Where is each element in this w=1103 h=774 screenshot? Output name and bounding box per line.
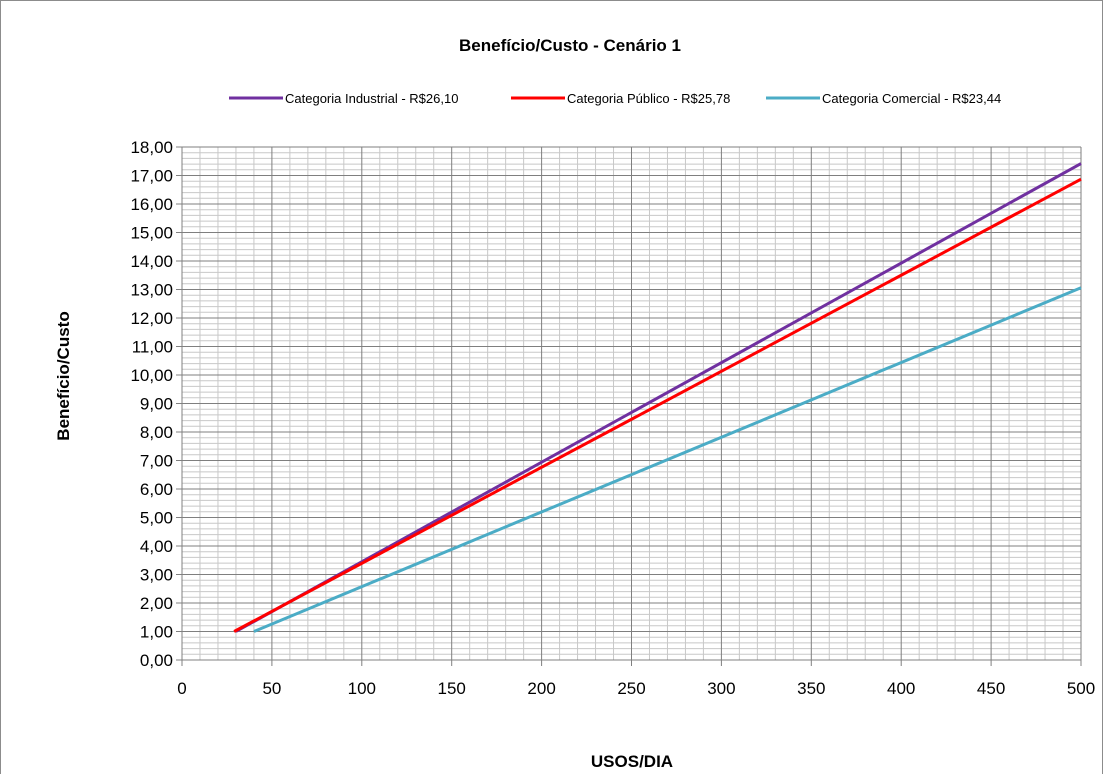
y-tick-label: 17,00 — [130, 167, 173, 186]
y-tick-label: 18,00 — [130, 138, 173, 157]
series-line-3 — [253, 286, 1082, 633]
y-tick-label: 12,00 — [130, 309, 173, 328]
y-tick-label: 4,00 — [140, 537, 173, 556]
y-tick-label: 9,00 — [140, 395, 173, 414]
legend-label: Categoria Público - R$25,78 — [567, 91, 730, 106]
legend-label: Categoria Industrial - R$26,10 — [285, 91, 458, 106]
x-tick-label: 450 — [977, 679, 1005, 698]
chart-title: Benefício/Custo - Cenário 1 — [459, 36, 681, 55]
y-tick-label: 10,00 — [130, 366, 173, 385]
x-tick-label: 250 — [617, 679, 645, 698]
axes — [176, 146, 1082, 666]
x-tick-label: 50 — [262, 679, 281, 698]
series-line-1 — [235, 162, 1082, 633]
legend-item-2: Categoria Público - R$25,78 — [511, 91, 730, 106]
y-tick-label: 15,00 — [130, 224, 173, 243]
series-lines — [233, 162, 1082, 633]
x-axis-label: USOS/DIA — [591, 752, 673, 771]
series-line-2 — [233, 177, 1082, 633]
x-tick-label: 300 — [707, 679, 735, 698]
x-tick-label: 350 — [797, 679, 825, 698]
legend-label: Categoria Comercial - R$23,44 — [822, 91, 1001, 106]
x-tick-labels: 0 50 100 150 200 250 300 350 400 450 500 — [177, 679, 1095, 698]
major-grid — [181, 146, 1082, 661]
y-tick-label: 5,00 — [140, 509, 173, 528]
y-tick-label: 6,00 — [140, 480, 173, 499]
x-tick-label: 150 — [438, 679, 466, 698]
y-tick-label: 14,00 — [130, 252, 173, 271]
legend-item-3: Categoria Comercial - R$23,44 — [766, 91, 1001, 106]
x-tick-label: 100 — [348, 679, 376, 698]
y-tick-label: 8,00 — [140, 423, 173, 442]
x-tick-label: 500 — [1067, 679, 1095, 698]
x-tick-label: 0 — [177, 679, 186, 698]
y-tick-label: 13,00 — [130, 281, 173, 300]
y-tick-label: 1,00 — [140, 623, 173, 642]
y-tick-labels: 0,00 1,00 2,00 3,00 4,00 5,00 6,00 7,00 8,00 9,00… — [130, 138, 173, 670]
x-tick-label: 400 — [887, 679, 915, 698]
y-tick-label: 11,00 — [132, 338, 173, 357]
y-tick-label: 3,00 — [140, 566, 173, 585]
x-tick-label: 200 — [527, 679, 555, 698]
y-tick-label: 7,00 — [140, 452, 173, 471]
y-axis-label: Benefício/Custo — [54, 311, 73, 440]
y-tick-label: 2,00 — [140, 594, 173, 613]
legend-item-1: Categoria Industrial - R$26,10 — [229, 91, 458, 106]
legend: Categoria Industrial - R$26,10 Categoria … — [229, 91, 1001, 106]
y-tick-label: 0,00 — [140, 651, 173, 670]
y-tick-label: 16,00 — [130, 195, 173, 214]
